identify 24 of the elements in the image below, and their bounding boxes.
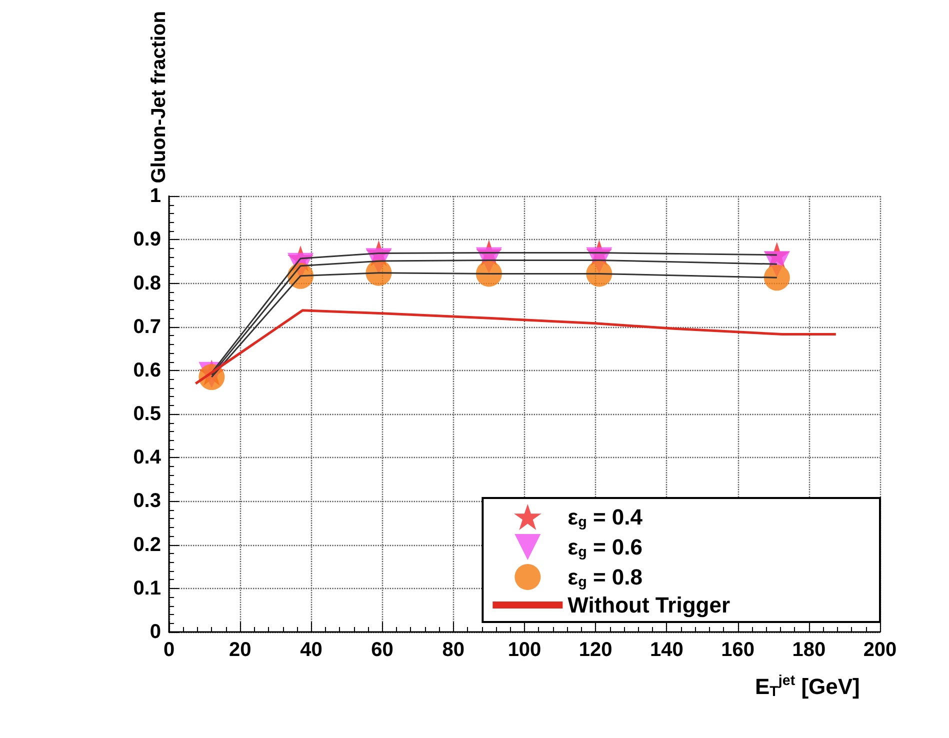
y-tick-label: 0 bbox=[150, 621, 161, 643]
x-tick-label: 180 bbox=[792, 639, 826, 661]
y-tick-label: 0.8 bbox=[133, 272, 161, 294]
y-tick-label: 0.3 bbox=[133, 490, 161, 512]
x-tick-label: 120 bbox=[578, 639, 612, 661]
x-tick-label: 20 bbox=[228, 639, 252, 661]
x-tick-label: 200 bbox=[863, 639, 897, 661]
y-tick-label: 0.4 bbox=[133, 446, 162, 469]
x-tick-label: 80 bbox=[442, 639, 465, 661]
y-axis-title: Gluon-Jet fraction bbox=[148, 11, 170, 184]
x-tick-label: 100 bbox=[508, 639, 542, 661]
x-tick-label: 40 bbox=[300, 639, 322, 661]
x-tick-label: 0 bbox=[163, 639, 175, 661]
y-tick-label: 1 bbox=[150, 185, 161, 208]
y-tick-label: 0.2 bbox=[133, 534, 161, 556]
y-tick-label: 0.5 bbox=[133, 403, 161, 426]
x-tick-label: 140 bbox=[650, 639, 684, 661]
legend-label: Without Trigger bbox=[568, 592, 730, 618]
x-tick-label: 160 bbox=[721, 639, 754, 661]
x-tick-label: 60 bbox=[371, 639, 394, 661]
y-tick-label: 0.1 bbox=[133, 577, 161, 600]
y-tick-label: 0.9 bbox=[133, 228, 161, 251]
y-tick-label: 0.7 bbox=[133, 316, 161, 338]
y-tick-label: 0.6 bbox=[133, 359, 161, 382]
